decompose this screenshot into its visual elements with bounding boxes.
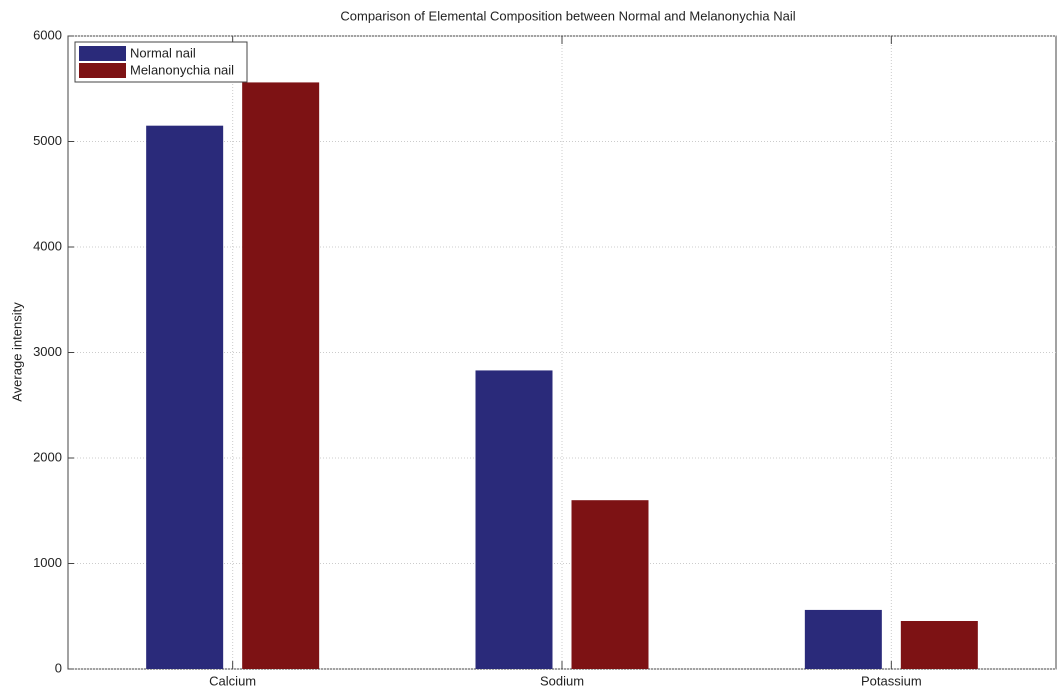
- y-tick-label: 4000: [33, 238, 62, 253]
- bar: [146, 125, 224, 670]
- x-tick-label: Calcium: [209, 673, 256, 688]
- bar: [571, 500, 649, 669]
- x-tick-label: Sodium: [540, 673, 584, 688]
- y-tick-label: 1000: [33, 555, 62, 570]
- legend-swatch: [79, 63, 126, 78]
- legend-label: Melanonychia nail: [130, 62, 234, 77]
- y-tick-label: 3000: [33, 344, 62, 359]
- bar: [804, 609, 882, 669]
- x-tick-label: Potassium: [861, 673, 922, 688]
- y-axis-label: Average intensity: [9, 302, 24, 402]
- y-tick-label: 2000: [33, 449, 62, 464]
- bar: [475, 370, 553, 669]
- legend-label: Normal nail: [130, 45, 196, 60]
- legend-swatch: [79, 46, 126, 61]
- y-tick-label: 5000: [33, 133, 62, 148]
- bar: [242, 82, 320, 670]
- y-tick-label: 0: [55, 660, 62, 675]
- y-tick-label: 6000: [33, 27, 62, 42]
- bar: [900, 620, 978, 669]
- chart-title: Comparison of Elemental Composition betw…: [340, 8, 795, 23]
